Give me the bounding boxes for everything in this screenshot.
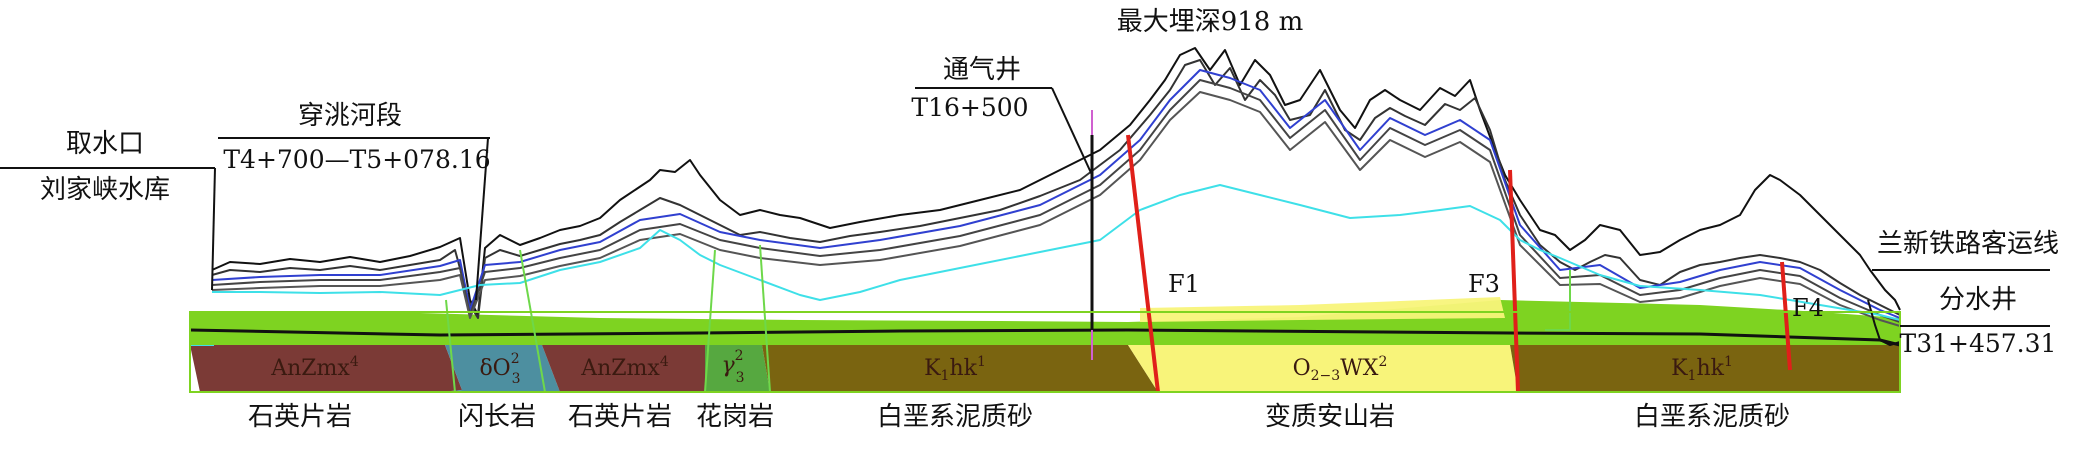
rock-cretaceous-sandstone-2: 白垩系泥质砂 <box>1634 402 1790 432</box>
o23wx-block <box>1128 345 1518 392</box>
unit-anzmx-right: AnZmx4 <box>580 354 669 381</box>
rock-meta-andesite: 变质安山岩 <box>1265 402 1395 432</box>
faults <box>1126 134 1792 393</box>
fault-f1-label: F1 <box>1168 270 1200 298</box>
unit-k1hk-right: K1hk1 <box>1671 354 1733 384</box>
anzmx-right-block <box>542 345 705 392</box>
diversion-shaft-label: 分水井 <box>1939 285 2017 315</box>
vent-shaft-label: 通气井 <box>943 55 1021 85</box>
unit-k1hk-left: K1hk1 <box>924 354 986 384</box>
vent-shaft-station-label: T16+500 <box>911 93 1028 122</box>
fault-f3-line <box>1508 169 1520 393</box>
railway-label: 兰新铁路客运线 <box>1877 229 2059 259</box>
terrain-line-4 <box>211 79 1901 323</box>
diorite-block <box>440 345 560 392</box>
fault-f3-label: F3 <box>1468 270 1500 298</box>
terrain-lines <box>211 47 1901 327</box>
rock-quartz-schist-1: 石英片岩 <box>248 402 352 432</box>
rock-granite: 花岗岩 <box>696 402 774 432</box>
k1hk-left-block <box>762 345 1158 392</box>
contact-line-2 <box>519 249 546 393</box>
terrain-line-2 <box>211 59 1901 319</box>
groundwater-line <box>212 184 1901 321</box>
rock-cretaceous-sandstone-1: 白垩系泥质砂 <box>877 402 1033 432</box>
anzmx-left-block <box>190 345 462 392</box>
rock-diorite: 闪长岩 <box>458 402 536 432</box>
granite-block <box>705 345 770 392</box>
contact-line-3 <box>704 249 716 393</box>
unit-o23wx: O2−3WX2 <box>1293 354 1388 384</box>
intake-leader <box>211 167 216 291</box>
unit-granite: γ2 3 <box>722 348 745 386</box>
contact-lines <box>445 244 1571 393</box>
rock-quartz-schist-2: 石英片岩 <box>568 402 672 432</box>
terrain-top-line <box>211 47 1901 316</box>
terrain-line-5 <box>211 91 1901 327</box>
k1hk-right-block <box>1510 345 1900 392</box>
max-depth-label: 最大埋深918 m <box>1117 7 1304 37</box>
intake-label: 取水口 <box>66 129 144 159</box>
river-crossing-station-label: T4+700—T5+078.16 <box>223 145 490 174</box>
reservoir-label: 刘家峡水库 <box>40 175 170 205</box>
diversion-shaft-station-label: T31+457.31 <box>1900 329 2057 358</box>
fault-f4-line <box>1780 261 1792 371</box>
unit-anzmx-left: AnZmx4 <box>270 354 359 381</box>
contact-line-4 <box>759 244 771 393</box>
fault-f1-line <box>1126 134 1160 393</box>
strata-frame <box>189 311 1901 393</box>
contact-line-1 <box>445 299 456 393</box>
vent-shaft-leader <box>1051 87 1093 176</box>
leader-lines <box>0 87 2050 327</box>
fault-f4-label: F4 <box>1792 294 1824 322</box>
diversion-shaft-mark <box>1867 299 1901 347</box>
river-crossing-leader <box>475 137 489 301</box>
tunnel-axis <box>189 328 1901 347</box>
upper-yellow-band <box>1140 297 1505 322</box>
river-crossing-label: 穿洮河段 <box>298 101 402 131</box>
unit-diorite: δO2 3 <box>479 351 520 387</box>
terrain-line-3 <box>211 69 1901 319</box>
